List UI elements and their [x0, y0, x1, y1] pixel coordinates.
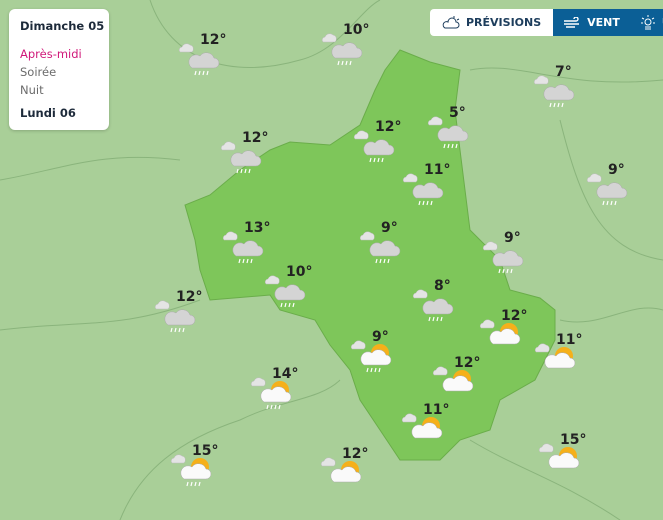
border-line: [0, 156, 181, 181]
rain-cloud-icon: [403, 173, 444, 206]
border-line: [149, 0, 381, 68]
border-line: [559, 119, 663, 261]
rain-cloud-icon: [265, 275, 306, 308]
period-soiree[interactable]: Soirée: [20, 65, 57, 79]
temperature-label: 7°: [555, 64, 572, 80]
weather-marker[interactable]: 15°: [538, 432, 598, 482]
border-line: [559, 307, 663, 323]
temperature-label: 15°: [560, 432, 587, 448]
weather-marker[interactable]: 5°: [427, 105, 487, 155]
tab-uv[interactable]: UV: [629, 9, 663, 36]
border-line: [0, 299, 201, 331]
wind-icon: [564, 16, 580, 28]
day-lundi[interactable]: Lundi 06: [20, 106, 76, 120]
temperature-label: 9°: [381, 220, 398, 236]
temperature-label: 12°: [176, 289, 203, 305]
rain-cloud-icon: [221, 141, 262, 174]
weather-marker[interactable]: 11°: [402, 162, 462, 212]
temperature-label: 12°: [200, 32, 227, 48]
sun-cloud-icon: [433, 366, 474, 392]
weather-marker[interactable]: 7°: [533, 64, 593, 114]
weather-marker[interactable]: 12°: [320, 446, 380, 496]
sun-cloud-icon: [480, 319, 521, 345]
weather-marker[interactable]: 10°: [264, 264, 324, 314]
rain-cloud-icon: [587, 173, 628, 206]
rain-cloud-icon: [360, 231, 401, 264]
weather-marker[interactable]: 8°: [412, 278, 472, 328]
temperature-label: 9°: [372, 329, 389, 345]
border-line: [469, 67, 663, 83]
border-line: [469, 439, 621, 520]
tab-vent[interactable]: VENT: [553, 9, 630, 36]
rain-cloud-icon: [155, 300, 196, 333]
rain-cloud-icon: [413, 289, 454, 322]
rain-cloud-icon: [322, 33, 363, 66]
border-line: [119, 379, 341, 520]
temperature-label: 13°: [244, 220, 271, 236]
weather-marker[interactable]: 14°: [250, 366, 310, 416]
weather-marker[interactable]: 9°: [350, 329, 410, 379]
rain-cloud-icon: [223, 231, 264, 264]
period-nuit[interactable]: Nuit: [20, 83, 44, 97]
period-apres-midi[interactable]: Après-midi: [20, 47, 82, 61]
sun-cloud-icon: [535, 343, 576, 369]
weather-marker[interactable]: 12°: [220, 130, 280, 180]
tab-label: VENT: [587, 16, 620, 29]
temperature-label: 15°: [192, 443, 219, 459]
sun-rain-icon: [251, 377, 292, 410]
weather-marker[interactable]: 10°: [321, 22, 381, 72]
sun-cloud-icon: [442, 15, 460, 28]
temperature-label: 11°: [423, 402, 450, 418]
temperature-label: 12°: [342, 446, 369, 462]
sun-rain-icon: [171, 454, 212, 487]
view-tabs: PRÉVISIONS VENT UV: [430, 9, 663, 36]
weather-marker[interactable]: 15°: [170, 443, 230, 493]
weather-marker[interactable]: 12°: [178, 32, 238, 82]
temperature-label: 10°: [286, 264, 313, 280]
temperature-label: 10°: [343, 22, 370, 38]
rain-cloud-icon: [179, 43, 220, 76]
temperature-label: 8°: [434, 278, 451, 294]
temperature-label: 12°: [375, 119, 402, 135]
weather-marker[interactable]: 9°: [359, 220, 419, 270]
temperature-label: 11°: [556, 332, 583, 348]
period-selector: Dimanche 05 Après-midi Soirée Nuit Lundi…: [9, 9, 109, 130]
temperature-label: 5°: [449, 105, 466, 121]
weather-marker[interactable]: 11°: [534, 332, 594, 382]
rain-cloud-icon: [428, 116, 469, 149]
rain-cloud-icon: [483, 241, 524, 274]
rain-cloud-icon: [534, 75, 575, 108]
uv-sun-icon: [640, 14, 655, 30]
temperature-label: 12°: [242, 130, 269, 146]
weather-marker[interactable]: 13°: [222, 220, 282, 270]
temperature-label: 12°: [501, 308, 528, 324]
day-dimanche[interactable]: Dimanche 05: [20, 19, 105, 33]
temperature-label: 9°: [504, 230, 521, 246]
temperature-label: 12°: [454, 355, 481, 371]
weather-marker[interactable]: 12°: [432, 355, 492, 405]
tab-label: UV: [662, 16, 663, 29]
sun-cloud-icon: [321, 457, 362, 483]
temperature-label: 11°: [424, 162, 451, 178]
tab-label: PRÉVISIONS: [466, 16, 542, 29]
weather-marker[interactable]: 9°: [482, 230, 542, 280]
weather-marker[interactable]: 12°: [479, 308, 539, 358]
tab-previsions[interactable]: PRÉVISIONS: [430, 9, 554, 36]
temperature-label: 14°: [272, 366, 299, 382]
sun-cloud-icon: [402, 413, 443, 439]
temperature-label: 9°: [608, 162, 625, 178]
region-aveyron[interactable]: [184, 49, 556, 461]
weather-marker[interactable]: 12°: [353, 119, 413, 169]
weather-marker[interactable]: 11°: [401, 402, 461, 452]
sun-rain-icon: [351, 340, 392, 373]
weather-marker[interactable]: 9°: [586, 162, 646, 212]
weather-marker[interactable]: 12°: [154, 289, 214, 339]
sun-cloud-icon: [539, 443, 580, 469]
rain-cloud-icon: [354, 130, 395, 163]
